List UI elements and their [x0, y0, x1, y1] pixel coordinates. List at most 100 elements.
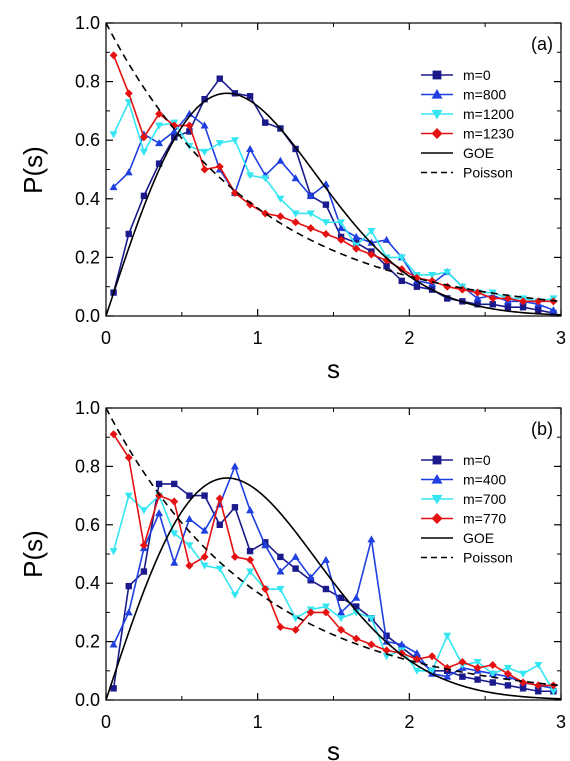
y-tick-label: 1.0	[75, 13, 100, 33]
series-m-770-point	[503, 669, 512, 678]
x-tick-label: 0	[101, 712, 111, 732]
series-m-770-point	[291, 625, 300, 634]
series-m-0-point	[262, 119, 269, 126]
series-m-700-point	[185, 542, 194, 550]
legend-marker	[431, 128, 443, 139]
series-m-1230-point	[185, 121, 194, 130]
legend-label: m=700	[463, 491, 506, 507]
series-m-0-point	[322, 585, 330, 593]
series-m-770-point	[109, 430, 118, 439]
series-m-770-point	[321, 608, 330, 617]
series-m-800-point	[306, 191, 315, 199]
series-m-1230-point	[519, 297, 528, 306]
series-m-1200-point	[306, 210, 315, 218]
series-m-1200-point	[428, 271, 437, 279]
series-m-400-point	[200, 526, 209, 534]
series-m-800-point	[124, 168, 133, 176]
series-m-1200-point	[337, 219, 346, 227]
series-m-700-point	[321, 603, 330, 611]
series-m-0-point	[246, 93, 254, 100]
series-m-1230-point	[215, 162, 224, 171]
series-m-0-point	[186, 128, 193, 135]
series-m-0-point	[292, 145, 299, 153]
series-m-700-point	[246, 568, 255, 576]
series-m-1230-point	[306, 224, 315, 233]
panel-label: (a)	[531, 34, 553, 54]
legend: m=0 m=400 m=700 m=770 GOE Poisson	[421, 452, 513, 566]
series-m-1230-point	[200, 165, 209, 174]
series-m-700-point	[519, 670, 528, 678]
series-m-770-point	[215, 494, 224, 503]
series-m-1200-point	[230, 137, 239, 145]
series-m-0-point	[504, 304, 512, 311]
series-m-0-point	[474, 301, 481, 308]
chart-panel-a: 0 1 2 30.00.20.40.60.81.0sP(s)(a)m=0m=800m=…	[18, 13, 566, 384]
series-m-0-point	[110, 685, 117, 692]
x-axis-title: s	[327, 736, 340, 761]
series-m-0-point	[519, 685, 527, 692]
series-m-0-point	[292, 565, 299, 572]
series-m-800-point	[352, 232, 361, 240]
series-m-400-point	[124, 608, 133, 616]
series-m-700-point	[170, 530, 179, 538]
series-m-400-point	[367, 535, 376, 543]
y-tick-label: 0.2	[75, 632, 100, 652]
series-m-400-point	[397, 640, 406, 648]
y-axis-title: P(s)	[18, 146, 48, 194]
series-m-800-point	[337, 224, 346, 232]
series-m-400-point	[337, 608, 346, 616]
x-tick-label: 1	[253, 712, 263, 732]
series-m-1200-point	[246, 172, 255, 180]
series-m-400-point	[412, 649, 421, 657]
series-m-770-point	[337, 625, 346, 634]
y-tick-label: 0.2	[75, 247, 100, 267]
series-m-1200-point	[109, 131, 118, 139]
series-m-1200-point	[215, 140, 224, 148]
legend-label: Poisson	[463, 550, 513, 566]
series-m-770-point	[382, 646, 391, 655]
series-m-800-point	[382, 235, 391, 243]
series-m-0-point	[353, 603, 360, 610]
legend-label: m=400	[463, 472, 506, 488]
series-m-770-point	[246, 555, 255, 564]
panel-label: (b)	[531, 419, 553, 439]
series-m-0-point	[277, 553, 284, 561]
series-m-1230-point	[124, 89, 133, 98]
legend-label: m=0	[463, 67, 491, 83]
legend-marker	[432, 455, 442, 465]
series-m-400-point	[246, 506, 255, 514]
series-m-1200-point	[397, 254, 406, 262]
series-poisson-curve	[106, 408, 561, 687]
series-m-0-point	[322, 201, 330, 208]
series-m-400-point	[443, 672, 452, 680]
series-m-700-point	[200, 562, 209, 570]
series-m-1230-point	[230, 188, 239, 197]
series-m-1230-point	[291, 218, 300, 227]
series-m-0-point	[231, 504, 239, 511]
series-m-1230-point	[367, 250, 376, 259]
series-m-0-point	[140, 568, 148, 575]
legend-marker	[431, 494, 443, 505]
series-m-0-point	[125, 582, 132, 590]
series-m-800-point	[109, 183, 118, 191]
chart-panel-b: 0 1 2 30.00.20.40.60.81.0sP(s)(b)m=0m=400m=…	[18, 398, 566, 761]
y-tick-label: 0.4	[75, 189, 100, 209]
series-m-770-point	[200, 552, 209, 561]
series-m-1200-point	[139, 148, 148, 156]
series-m-1230-point	[382, 256, 391, 265]
legend-marker	[431, 474, 443, 484]
series-m-770-point	[428, 652, 437, 661]
series-m-0-point	[140, 192, 148, 200]
y-tick-label: 0.0	[75, 690, 100, 710]
series-m-1230-point	[337, 235, 346, 244]
series-m-0-point	[519, 304, 527, 311]
series-m-700-point	[367, 615, 376, 623]
series-m-770-point	[185, 561, 194, 570]
series-m-0-point	[535, 306, 542, 314]
series-m-700-point	[230, 591, 239, 599]
y-tick-label: 0.6	[75, 515, 100, 535]
series-m-770-point	[473, 663, 482, 672]
series-m-1230-point	[155, 109, 164, 118]
legend-marker	[431, 89, 443, 99]
legend: m=0 m=800 m=1200 m=1230 GOE Poisson	[421, 67, 514, 181]
